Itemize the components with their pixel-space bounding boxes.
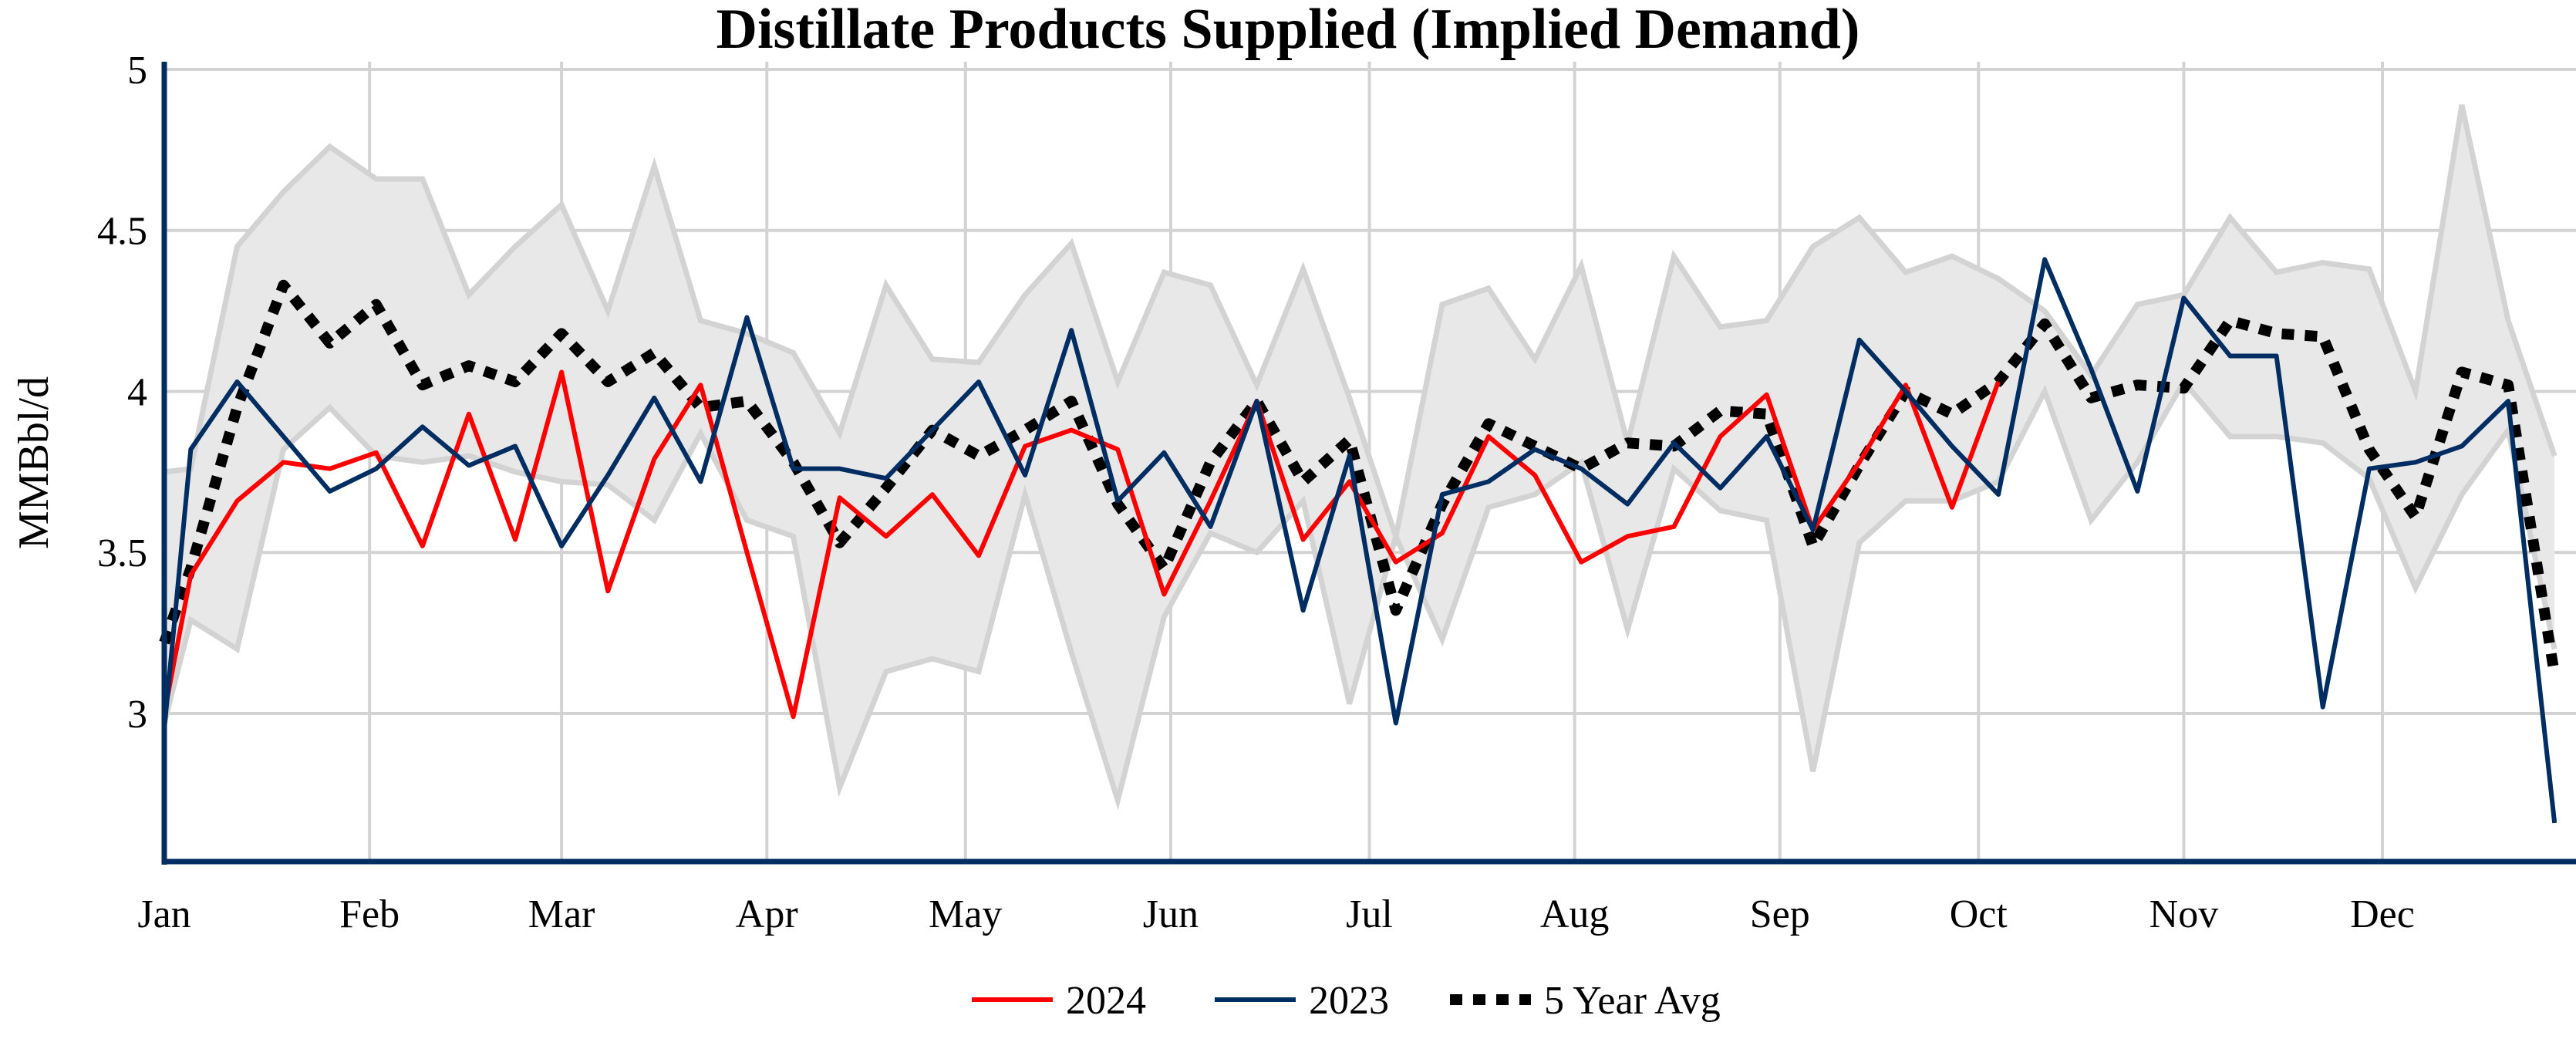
range-band-fill bbox=[164, 104, 2555, 801]
x-tick-label: Jun bbox=[1143, 892, 1199, 936]
x-tick-label: Aug bbox=[1540, 892, 1610, 936]
x-tick-label: Apr bbox=[736, 892, 798, 936]
legend: 2024 2023 5 Year Avg bbox=[972, 979, 1721, 1023]
y-tick-label: 4.5 bbox=[97, 210, 147, 254]
tick-labels: 3 3.5 4 4.5 5 Jan Feb Mar Apr May Jun Jul Aug Sep Oct N… bbox=[97, 49, 2415, 936]
x-tick-label: Oct bbox=[1950, 892, 2008, 936]
y-tick-label: 3 bbox=[127, 693, 147, 737]
legend-label: 5 Year Avg bbox=[1544, 979, 1721, 1023]
chart-title: Distillate Products Supplied (Implied De… bbox=[716, 0, 1860, 61]
legend-label: 2023 bbox=[1309, 979, 1389, 1023]
x-tick-label: Mar bbox=[528, 892, 595, 936]
series-line-2023 bbox=[162, 257, 2557, 824]
y-tick-label: 3.5 bbox=[97, 531, 147, 575]
x-tick-label: Jan bbox=[137, 892, 191, 936]
series-lines bbox=[159, 257, 2561, 824]
legend-label: 2024 bbox=[1066, 979, 1146, 1023]
range-band bbox=[161, 104, 2557, 811]
x-tick-label: Dec bbox=[2350, 892, 2415, 936]
y-tick-label: 5 bbox=[127, 49, 147, 93]
x-tick-label: Feb bbox=[339, 892, 400, 936]
range-band-max-line bbox=[164, 104, 2557, 547]
y-axis-label: MMBbl/d bbox=[10, 376, 58, 549]
axes bbox=[161, 62, 2576, 865]
series-line-2024 bbox=[162, 369, 2001, 720]
x-tick-label: Nov bbox=[2149, 892, 2219, 936]
x-tick-label: Jul bbox=[1346, 892, 1393, 936]
series-line-5-year-avg bbox=[159, 279, 2561, 676]
x-tick-label: Sep bbox=[1750, 892, 1810, 936]
y-tick-label: 4 bbox=[127, 370, 147, 414]
x-tick-label: May bbox=[929, 892, 1002, 936]
